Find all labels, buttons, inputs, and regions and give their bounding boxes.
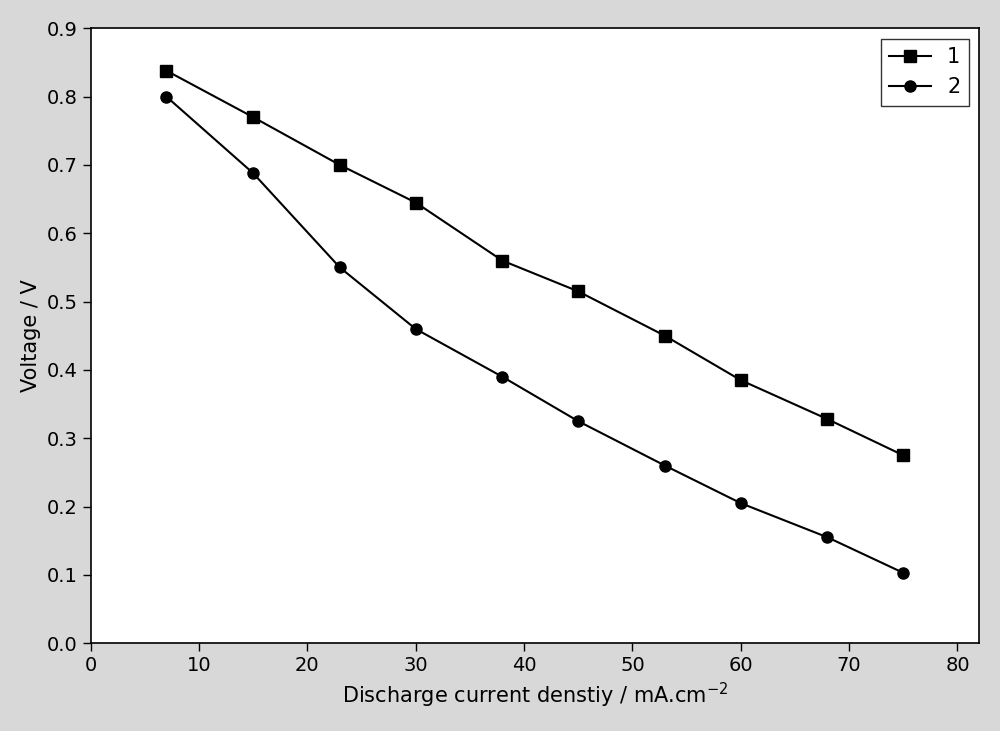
1: [659, 331, 671, 340]
2: [247, 169, 259, 178]
1: [160, 67, 172, 75]
2: [410, 325, 422, 333]
Y-axis label: Voltage / V: Voltage / V: [21, 279, 41, 392]
Legend: 1, 2: 1, 2: [881, 39, 969, 106]
X-axis label: Discharge current denstiy / mA.cm$^{-2}$: Discharge current denstiy / mA.cm$^{-2}$: [342, 681, 728, 711]
1: [897, 451, 909, 460]
1: [247, 113, 259, 121]
1: [821, 414, 833, 423]
Line: 1: 1: [161, 65, 909, 461]
1: [334, 161, 346, 170]
1: [410, 198, 422, 207]
2: [572, 417, 584, 425]
1: [572, 287, 584, 296]
1: [735, 376, 747, 385]
2: [897, 569, 909, 577]
2: [735, 499, 747, 507]
2: [334, 263, 346, 272]
2: [821, 533, 833, 542]
2: [659, 461, 671, 470]
Line: 2: 2: [161, 91, 909, 578]
1: [496, 257, 508, 265]
2: [496, 372, 508, 381]
2: [160, 92, 172, 101]
